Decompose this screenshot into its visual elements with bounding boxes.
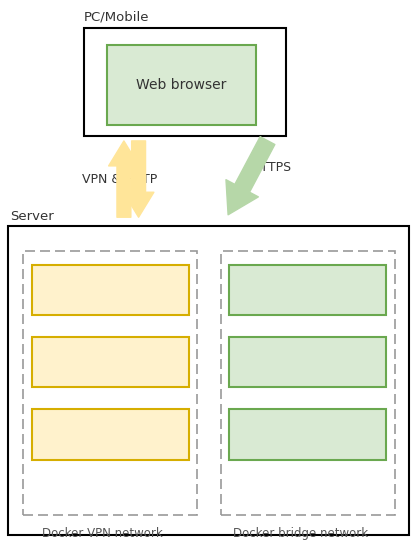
Text: Web server E: Web server E [264, 428, 352, 441]
Text: Docker bridge network: Docker bridge network [233, 527, 368, 540]
FancyArrowPatch shape [109, 141, 139, 217]
Bar [23, 251, 197, 515]
Bar [220, 251, 395, 515]
Text: HTTPS: HTTPS [252, 160, 292, 174]
Text: Server: Server [10, 210, 54, 223]
Bar [8, 226, 409, 535]
Bar [32, 265, 189, 315]
Bar [229, 337, 386, 387]
FancyArrowPatch shape [123, 141, 154, 217]
Bar [107, 45, 256, 125]
Text: Web server C: Web server C [263, 283, 352, 296]
Text: Web server D: Web server D [262, 355, 353, 369]
FancyArrowPatch shape [226, 136, 275, 215]
Text: VPN Server: VPN Server [73, 283, 148, 296]
Bar [229, 265, 386, 315]
Bar [84, 28, 286, 136]
Text: Docker VPN network: Docker VPN network [42, 527, 163, 540]
Text: Web browser: Web browser [136, 77, 227, 92]
Bar [229, 409, 386, 460]
Bar [32, 337, 189, 387]
Text: PC/Mobile: PC/Mobile [84, 11, 150, 23]
Text: VPN & HTTP: VPN & HTTP [82, 173, 157, 186]
Text: Web server B: Web server B [66, 428, 155, 441]
Text: Web server A: Web server A [66, 355, 155, 369]
Bar [32, 409, 189, 460]
